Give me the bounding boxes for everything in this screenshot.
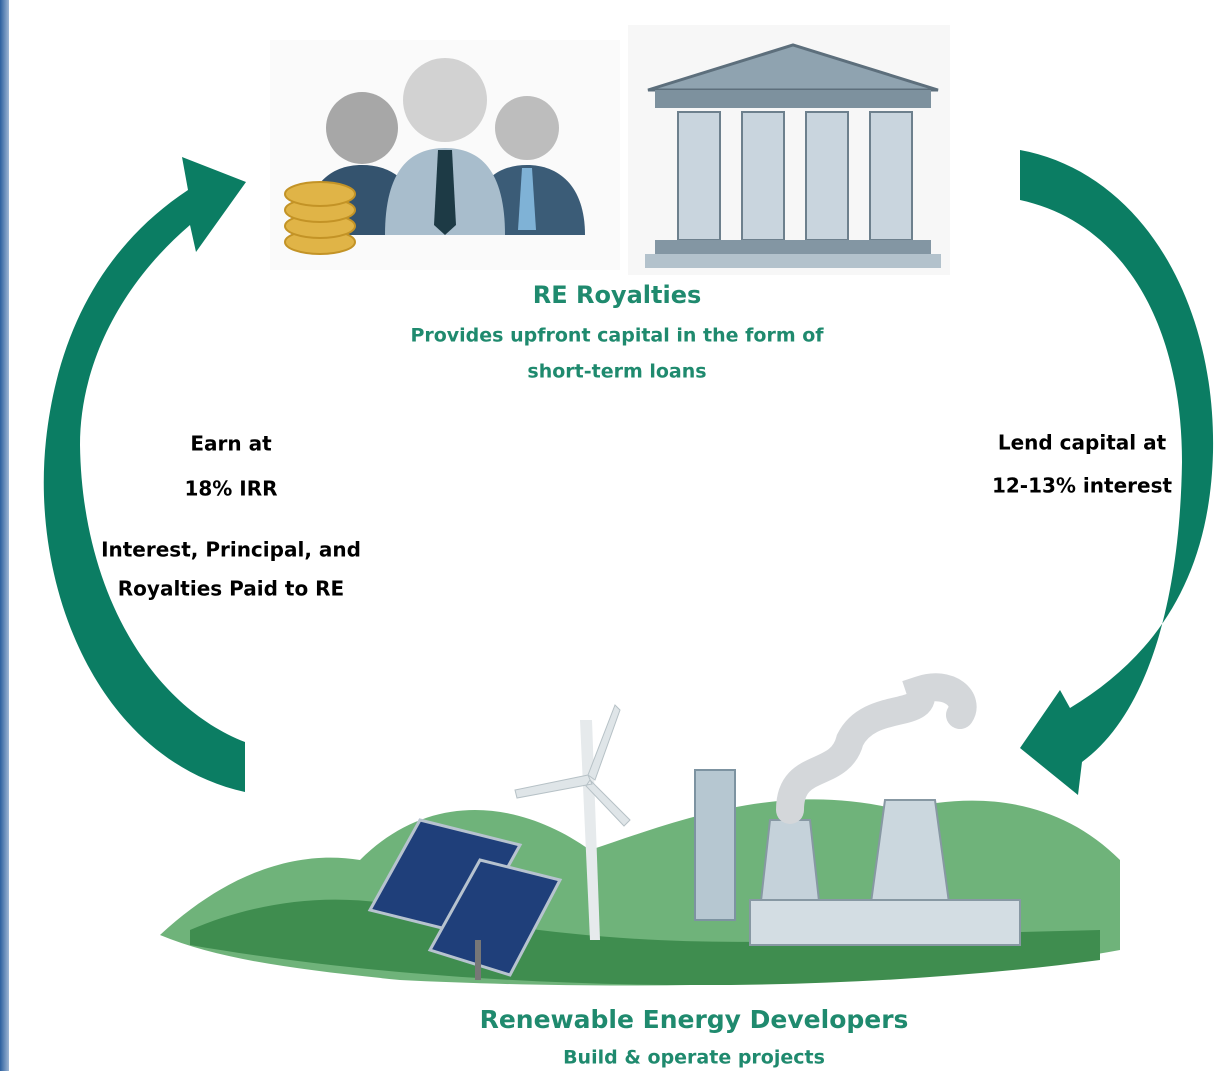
bottom-node-description: Build & operate projects bbox=[563, 1047, 825, 1069]
page: RE Royalties Provides upfront capital in… bbox=[0, 0, 1226, 1071]
return-label: Earn at bbox=[190, 432, 272, 456]
top-node-description: Provides upfront capital in the form of bbox=[410, 325, 824, 347]
return-label: 18% IRR bbox=[184, 477, 277, 501]
top-node-title: RE Royalties bbox=[533, 281, 702, 309]
diagram: RE Royalties Provides upfront capital in… bbox=[0, 0, 1226, 1071]
payments-label: Royalties Paid to RE bbox=[118, 577, 344, 601]
bottom-node-title: Renewable Energy Developers bbox=[480, 1005, 909, 1034]
payments-label: Interest, Principal, and bbox=[101, 538, 361, 562]
lending-label: 12-13% interest bbox=[992, 474, 1173, 498]
bank-icon bbox=[628, 25, 950, 275]
lend-arrow bbox=[1020, 150, 1213, 795]
top-node-description: short-term loans bbox=[527, 361, 706, 383]
edge-strip bbox=[0, 0, 9, 1071]
return-arrow bbox=[44, 157, 246, 792]
energy-landscape-icon bbox=[160, 687, 1120, 985]
investors-icon bbox=[270, 40, 620, 270]
lending-label: Lend capital at bbox=[998, 431, 1167, 455]
